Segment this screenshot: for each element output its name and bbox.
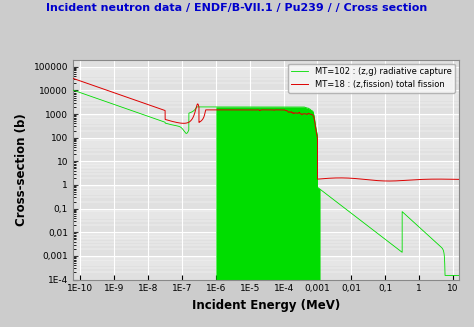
X-axis label: Incident Energy (MeV): Incident Energy (MeV) (192, 299, 340, 312)
MT=102 : (z,g) radiative capture: (2.5e-07, 1.66e+03): (z,g) radiative capture: (2.5e-07, 1.66e… (192, 107, 198, 111)
MT=102 : (z,g) radiative capture: (0.000298, 2e+03): (z,g) radiative capture: (0.000298, 2e+0… (297, 105, 302, 109)
MT=102 : (z,g) radiative capture: (1.76e-07, 1.14e+03): (z,g) radiative capture: (1.76e-07, 1.14… (188, 111, 193, 114)
MT=18 : (z,fission) total fission: (8.1e-06, 1.5e+03): (z,fission) total fission: (8.1e-06, 1.5… (244, 108, 249, 112)
Text: Incident neutron data / ENDF/B-VII.1 / Pu239 / / Cross section: Incident neutron data / ENDF/B-VII.1 / P… (46, 3, 428, 13)
MT=18 : (z,fission) total fission: (0.126, 1.47): (z,fission) total fission: (0.126, 1.47) (386, 179, 392, 183)
MT=102 : (z,g) radiative capture: (5.84, 0.00015): (z,g) radiative capture: (5.84, 0.00015) (442, 273, 448, 277)
Legend: MT=102 : (z,g) radiative capture, MT=18 : (z,fission) total fission: MT=102 : (z,g) radiative capture, MT=18 … (288, 64, 455, 93)
MT=18 : (z,fission) total fission: (20, 1.72): (z,fission) total fission: (20, 1.72) (460, 178, 466, 181)
Y-axis label: Cross-section (b): Cross-section (b) (15, 113, 28, 226)
Line: MT=18 : (z,fission) total fission: MT=18 : (z,fission) total fission (46, 69, 463, 181)
MT=102 : (z,g) radiative capture: (1e-11, 2.53e+04): (z,g) radiative capture: (1e-11, 2.53e+0… (44, 79, 49, 83)
MT=18 : (z,fission) total fission: (0.000197, 1.06e+03): (z,fission) total fission: (0.000197, 1.… (291, 112, 296, 115)
MT=102 : (z,g) radiative capture: (20, 0.000335): (z,g) radiative capture: (20, 0.000335) (460, 265, 466, 269)
MT=102 : (z,g) radiative capture: (5.02e-07, 2e+03): (z,g) radiative capture: (5.02e-07, 2e+0… (203, 105, 209, 109)
MT=18 : (z,fission) total fission: (3.19e-05, 1.5e+03): (z,fission) total fission: (3.19e-05, 1.… (264, 108, 270, 112)
Line: MT=102 : (z,g) radiative capture: MT=102 : (z,g) radiative capture (46, 81, 463, 275)
MT=102 : (z,g) radiative capture: (3.3e-07, 2e+03): (z,g) radiative capture: (3.3e-07, 2e+03… (197, 105, 202, 109)
MT=102 : (z,g) radiative capture: (6.46e-07, 2e+03): (z,g) radiative capture: (6.46e-07, 2e+0… (207, 105, 212, 109)
MT=18 : (z,fission) total fission: (0.00076, 807): (z,fission) total fission: (0.00076, 807… (310, 114, 316, 118)
MT=18 : (z,fission) total fission: (3.64e-07, 505): (z,fission) total fission: (3.64e-07, 50… (198, 119, 204, 123)
MT=18 : (z,fission) total fission: (0.000132, 1.31e+03): (z,fission) total fission: (0.000132, 1.… (285, 109, 291, 113)
MT=18 : (z,fission) total fission: (1e-11, 7.91e+04): (z,fission) total fission: (1e-11, 7.91e… (44, 67, 49, 71)
